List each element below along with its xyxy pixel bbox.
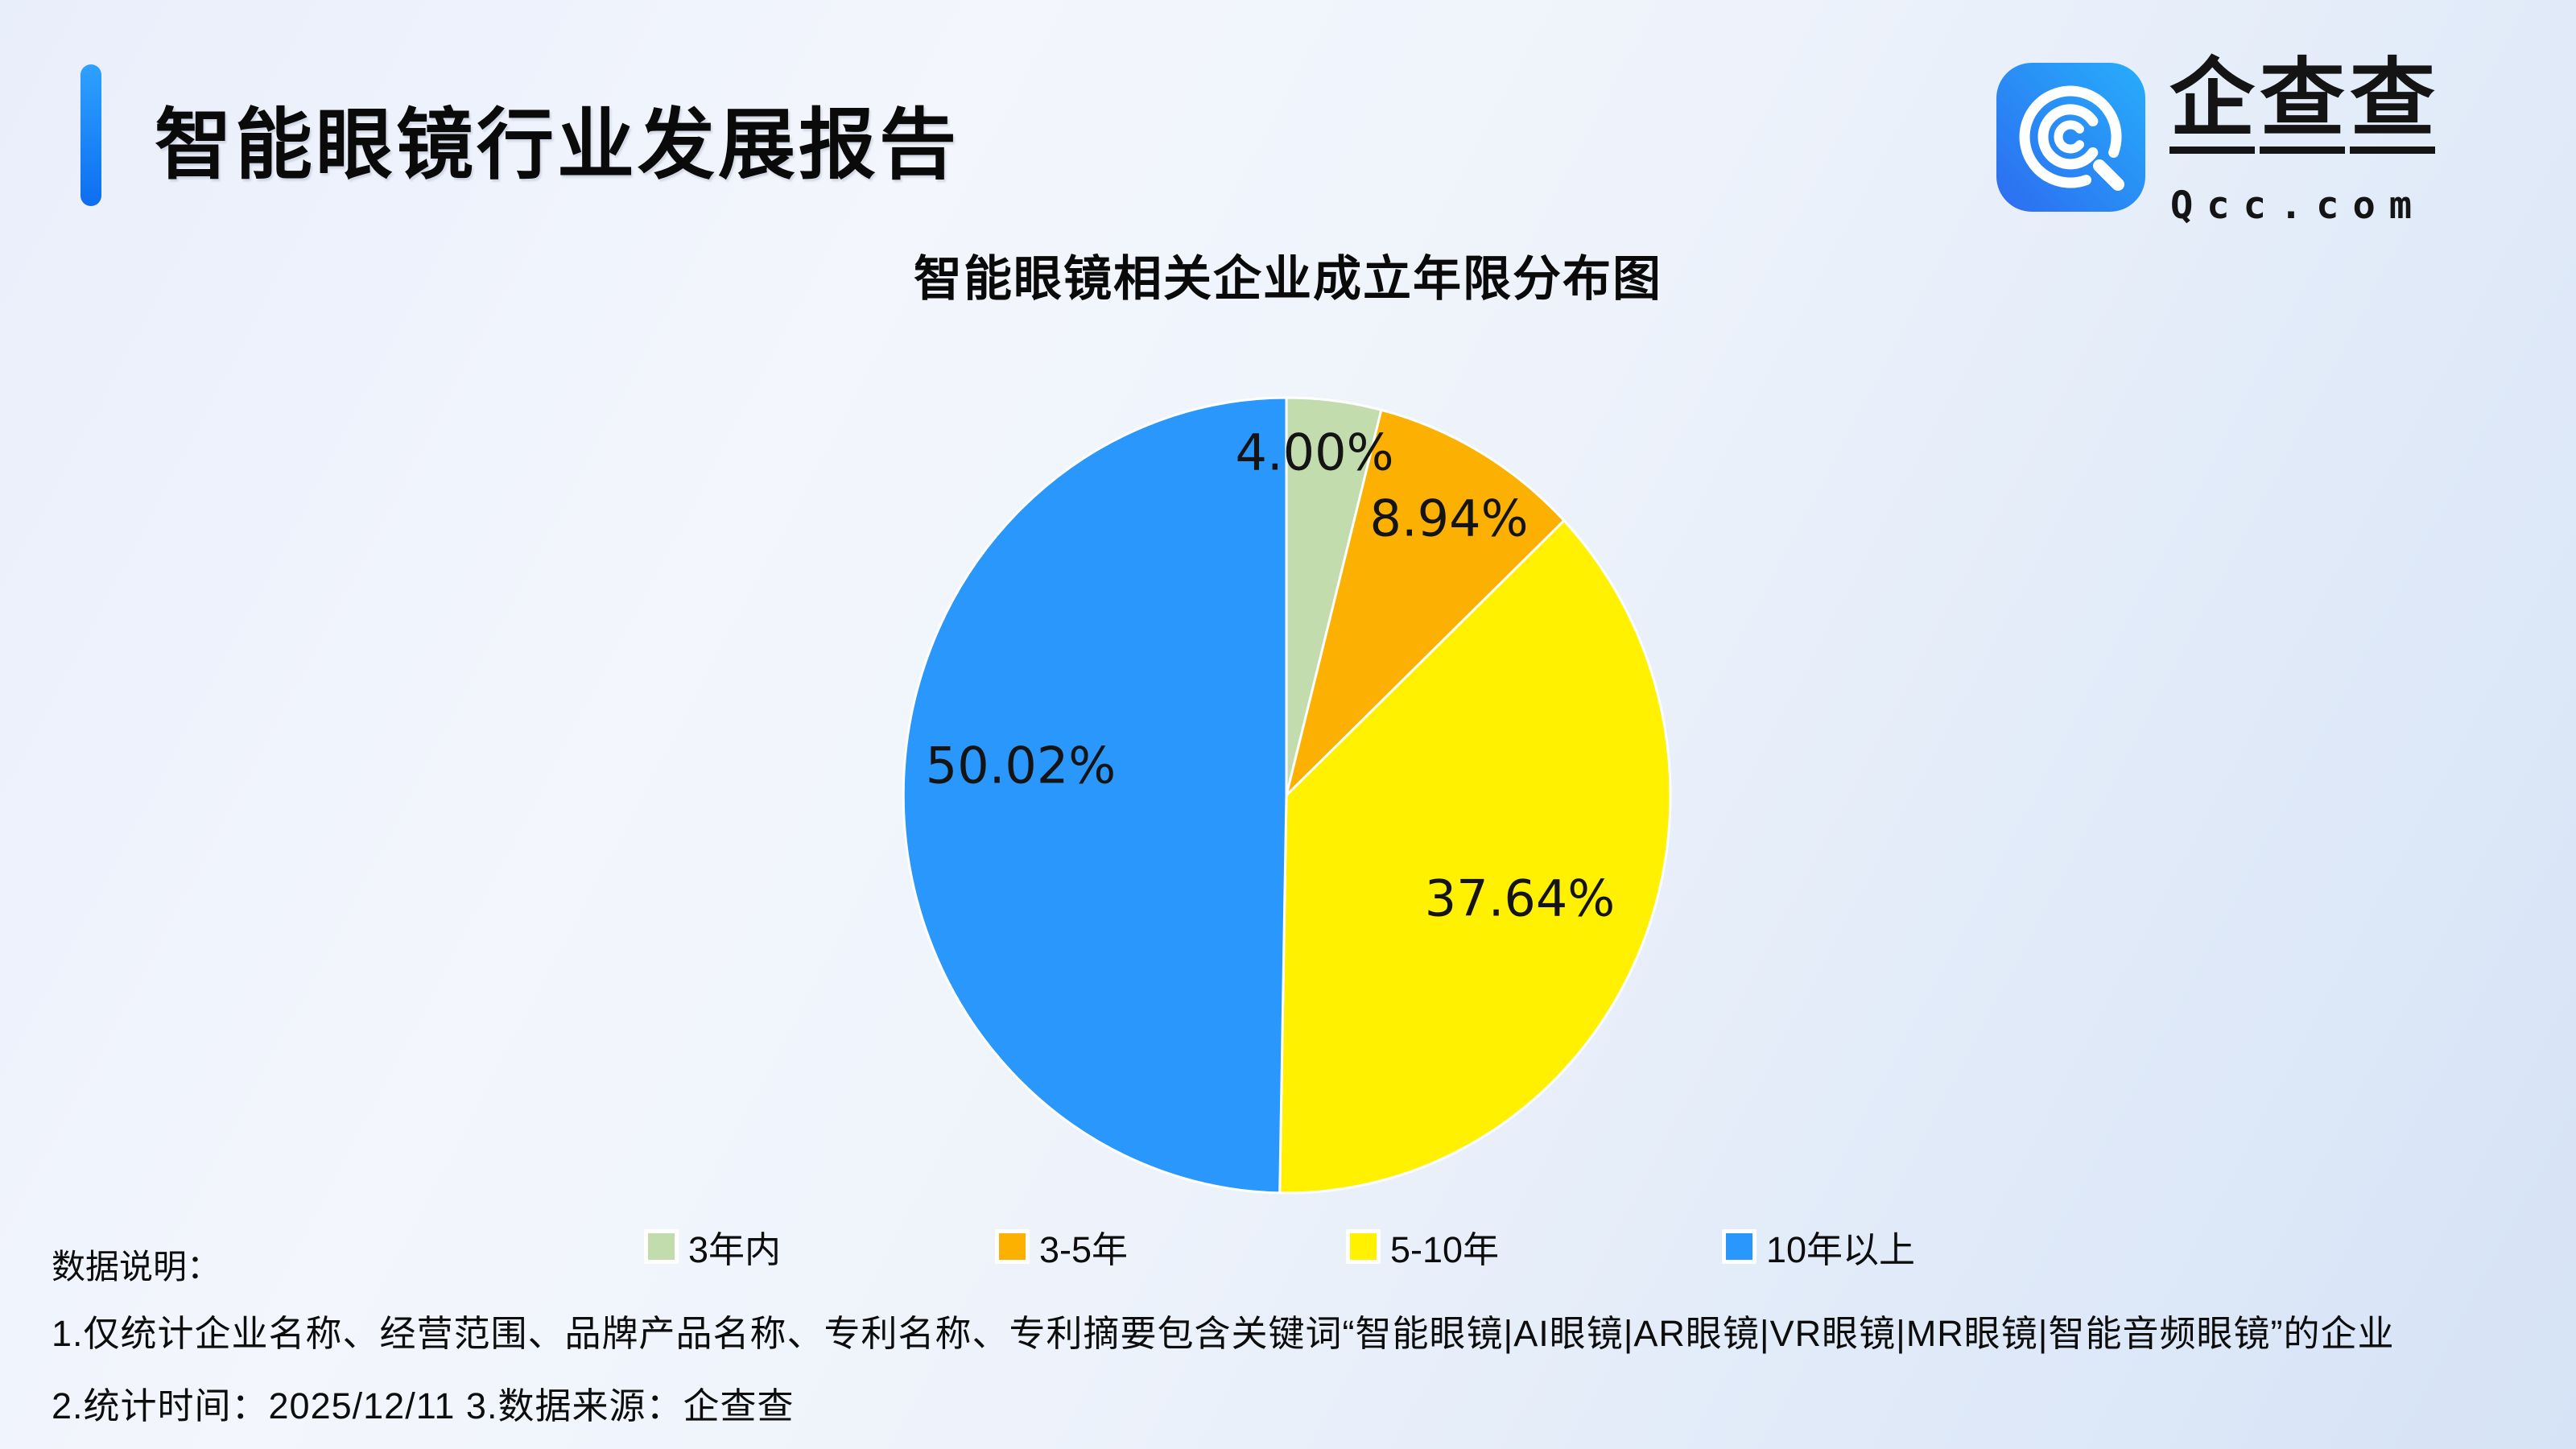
legend-item-3年内[interactable]: 3年内 <box>644 1220 781 1273</box>
pie-label-3-5年: 8.94% <box>1369 489 1529 548</box>
legend-swatch-5-10年 <box>1346 1229 1381 1264</box>
legend-label-5-10年: 5-10年 <box>1390 1229 1500 1270</box>
qcc-domain-text: Qcc.com <box>2170 184 2426 228</box>
pie-label-5-10年: 37.64% <box>1424 869 1616 928</box>
legend-label-3年内: 3年内 <box>688 1229 782 1270</box>
qcc-app-icon <box>1996 63 2145 212</box>
legend-item-10年以上[interactable]: 10年以上 <box>1722 1220 1915 1273</box>
qcc-logo[interactable]: 企查查 Qcc.com <box>1996 56 2487 228</box>
legend-label-3-5年: 3-5年 <box>1039 1229 1129 1270</box>
notes-line-2: 2.统计时间：2025/12/11 3.数据来源：企查查 <box>52 1385 795 1426</box>
legend-swatch-10年以上 <box>1722 1229 1757 1264</box>
pie-slice-3-5年[interactable] <box>1285 408 1566 797</box>
notes-line-1: 1.仅统计企业名称、经营范围、品牌产品名称、专利名称、专利摘要包含关键词“智能眼… <box>52 1313 2395 1354</box>
chart-title: 智能眼镜相关企业成立年限分布图 <box>914 252 1662 306</box>
legend-swatch-3年内 <box>644 1229 679 1264</box>
legend-item-3-5年[interactable]: 3-5年 <box>995 1220 1128 1273</box>
notes-heading: 数据说明： <box>52 1248 221 1286</box>
legend-label-10年以上: 10年以上 <box>1766 1229 1916 1270</box>
legend-swatch-3-5年 <box>995 1229 1030 1264</box>
page-title: 智能眼镜行业发展报告 <box>155 102 960 188</box>
pie-label-3年内: 4.00% <box>1235 423 1394 482</box>
pie-slice-5-10年[interactable] <box>1278 519 1672 1195</box>
pie-slice-10年以上[interactable] <box>902 396 1288 1195</box>
pie-label-10年以上: 50.02% <box>925 736 1117 795</box>
title-accent-bar <box>80 64 101 206</box>
legend-item-5-10年[interactable]: 5-10年 <box>1346 1220 1499 1273</box>
qcc-brand-name: 企查查 <box>2167 56 2438 154</box>
